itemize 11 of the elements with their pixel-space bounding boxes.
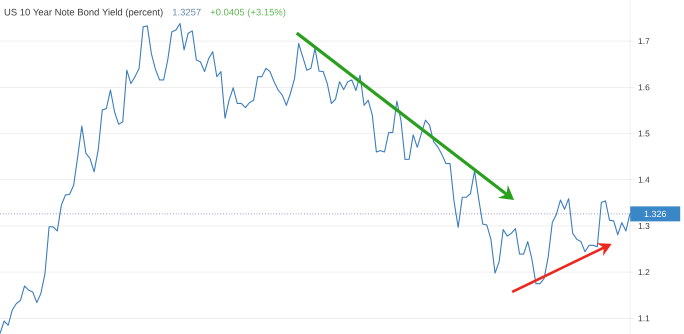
y-tick-label: 1.1 — [638, 315, 650, 322]
annotation: +0.0405 (+3.15%) — [210, 8, 286, 18]
y-tick-label: 1.5 — [638, 130, 650, 136]
y-tick-label: 1.3 — [638, 222, 650, 229]
y-tick-label: 1.7 — [638, 38, 650, 44]
text: US 10 Year Note Bond Yield (percent) — [4, 8, 163, 18]
y-tick-label: 1.6 — [638, 84, 650, 90]
y-tick-label: 1.4 — [638, 176, 650, 183]
ref-line-label: 1.326 — [644, 210, 666, 218]
y-tick-label: 1.2 — [638, 269, 650, 276]
annotation: 1.3257 — [172, 8, 201, 16]
